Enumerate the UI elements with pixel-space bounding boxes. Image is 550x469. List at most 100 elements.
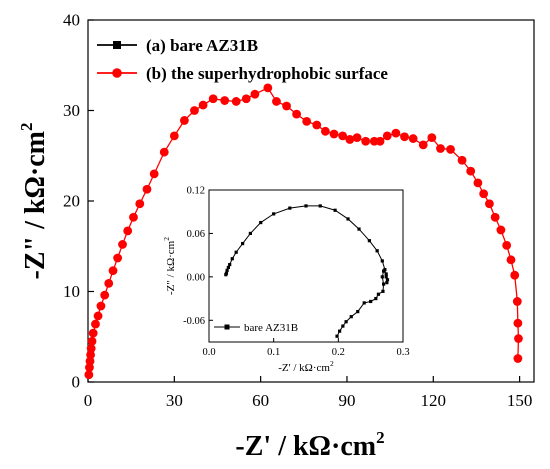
legend-item-bare-az31b: (a) bare AZ31B bbox=[97, 36, 258, 55]
inset-data-point bbox=[241, 241, 245, 246]
inset-data-point bbox=[318, 204, 322, 208]
inset-data-point bbox=[225, 268, 229, 272]
main-y-tick-label: 10 bbox=[63, 282, 80, 301]
main-data-point bbox=[302, 116, 312, 126]
inset-data-point bbox=[384, 272, 388, 276]
inset-y-tick-label: -0.06 bbox=[183, 316, 205, 327]
main-x-axis-ticks: 0 30 60 90 120 150 bbox=[84, 376, 533, 410]
main-x-tick-label: 30 bbox=[166, 391, 183, 410]
main-data-point bbox=[86, 350, 95, 360]
inset-data-point bbox=[374, 296, 378, 301]
main-data-point bbox=[400, 132, 409, 142]
main-y-tick-label: 0 bbox=[72, 373, 81, 392]
main-data-point bbox=[361, 136, 371, 146]
inset-data-point bbox=[380, 259, 384, 263]
main-data-point bbox=[84, 370, 94, 380]
inset-y-tick-label: 0.06 bbox=[187, 229, 205, 240]
main-data-point bbox=[312, 120, 322, 130]
inset-data-point bbox=[382, 282, 386, 286]
main-data-point bbox=[100, 290, 110, 300]
inset-data-point bbox=[369, 299, 373, 304]
inset-data-point bbox=[346, 217, 350, 221]
inset-data-point bbox=[338, 329, 342, 333]
legend-label-bare: (a) bare AZ31B bbox=[146, 36, 258, 55]
inset-data-point bbox=[335, 334, 339, 338]
inset-data-point bbox=[272, 212, 276, 216]
main-y-axis-ticks: 0 10 20 30 40 bbox=[63, 11, 94, 392]
main-data-point bbox=[118, 240, 127, 249]
inset-data-point bbox=[381, 289, 385, 293]
main-y-axis-title: -Z" / kΩ·cm2 bbox=[17, 123, 51, 280]
main-data-point bbox=[496, 225, 506, 235]
main-data-point bbox=[104, 278, 114, 288]
main-plot: 0 30 60 90 120 150 0 10 20 30 40 -Z' / kΩ·cm2 -Z"… bbox=[17, 11, 535, 462]
main-data-point bbox=[466, 166, 476, 176]
main-data-point bbox=[220, 96, 230, 105]
inset-data-point bbox=[385, 281, 389, 285]
main-data-point bbox=[485, 199, 494, 209]
main-data-point bbox=[436, 144, 445, 153]
inset-data-point bbox=[230, 257, 234, 261]
main-data-point bbox=[513, 354, 523, 363]
main-data-point bbox=[91, 319, 100, 329]
main-data-point bbox=[446, 145, 455, 154]
main-data-point bbox=[88, 328, 98, 338]
inset-x-tick-label: 0.0 bbox=[202, 347, 215, 358]
inset-x-tick-label: 0.3 bbox=[396, 347, 409, 358]
main-y-tick-label: 40 bbox=[63, 11, 80, 30]
inset-data-point bbox=[259, 220, 263, 225]
main-data-point bbox=[382, 131, 392, 141]
inset-x-axis-title: -Z' / kΩ·cm2 bbox=[278, 359, 334, 374]
main-data-point bbox=[418, 140, 428, 150]
main-data-point bbox=[250, 89, 260, 99]
main-data-point bbox=[427, 133, 437, 143]
main-x-tick-label: 120 bbox=[421, 391, 447, 410]
legend-marker-square bbox=[113, 41, 121, 49]
main-data-point bbox=[169, 131, 179, 141]
inset-y-tick-label: 0.00 bbox=[187, 272, 205, 283]
main-legend: (a) bare AZ31B (b) the superhydrophobic … bbox=[97, 36, 388, 83]
main-series-layer bbox=[84, 83, 523, 380]
main-data-point bbox=[87, 336, 97, 346]
main-x-tick-label: 60 bbox=[252, 391, 269, 410]
main-data-point bbox=[408, 134, 418, 143]
main-y-tick-label: 20 bbox=[63, 192, 80, 211]
inset-data-point bbox=[380, 275, 384, 279]
main-data-point bbox=[135, 199, 145, 209]
main-data-point bbox=[85, 363, 94, 372]
inset-legend: bare AZ31B bbox=[214, 322, 298, 334]
inset-y-tick-label: 0.12 bbox=[187, 185, 205, 196]
main-data-point bbox=[231, 97, 241, 106]
main-data-point bbox=[129, 212, 138, 222]
main-data-point bbox=[113, 253, 123, 263]
main-data-point bbox=[512, 297, 522, 306]
main-data-point bbox=[149, 169, 159, 179]
inset-series-layer bbox=[224, 204, 390, 338]
inset-x-axis-ticks: 0.0 0.1 0.2 0.3 bbox=[202, 338, 410, 358]
inset-data-point bbox=[234, 250, 238, 254]
main-data-point bbox=[510, 270, 520, 280]
main-data-point bbox=[190, 106, 199, 115]
main-data-point bbox=[513, 318, 523, 328]
inset-data-point bbox=[376, 292, 381, 296]
main-data-point bbox=[457, 155, 467, 165]
legend-item-superhydrophobic: (b) the superhydrophobic surface bbox=[97, 64, 388, 83]
main-data-point bbox=[292, 109, 302, 119]
inset-plot-frame bbox=[208, 189, 404, 343]
main-data-point bbox=[86, 344, 96, 353]
inset-data-point bbox=[288, 206, 292, 210]
inset-data-point bbox=[341, 324, 345, 328]
main-data-point bbox=[502, 240, 512, 250]
main-data-point bbox=[345, 135, 355, 144]
inset-data-point bbox=[349, 315, 353, 319]
main-x-tick-label: 90 bbox=[338, 391, 355, 410]
inset-data-point bbox=[356, 310, 360, 314]
main-data-point bbox=[338, 131, 348, 141]
main-data-point bbox=[85, 356, 95, 366]
legend-label-superhydrophobic: (b) the superhydrophobic surface bbox=[146, 64, 388, 83]
inset-data-point bbox=[304, 204, 308, 208]
main-x-tick-label: 150 bbox=[507, 391, 533, 410]
inset-plot: 0.0 0.1 0.2 0.3 -0.06 0.00 0.06 0.12 -Z' / kΩ·… bbox=[162, 185, 410, 374]
inset-y-axis-ticks: -0.06 0.00 0.06 0.12 bbox=[183, 185, 213, 327]
